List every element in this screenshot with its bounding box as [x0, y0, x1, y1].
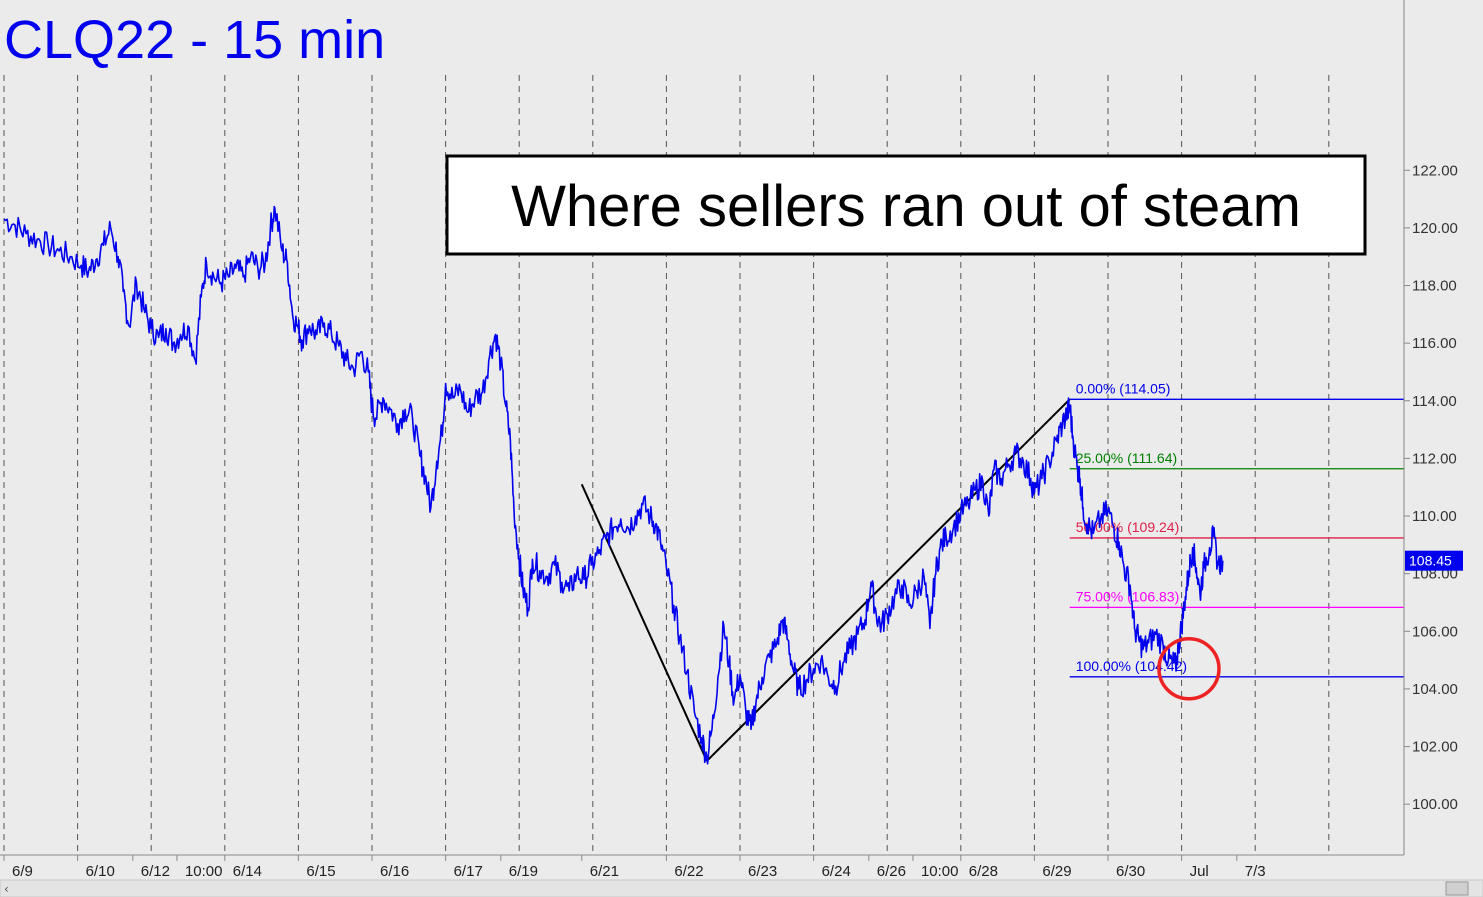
price-line: [3, 205, 1224, 765]
date-tick-label: 6/26: [877, 863, 906, 880]
price-tick-label: 116.00: [1412, 335, 1457, 352]
price-tick-label: 104.00: [1412, 681, 1458, 698]
price-tick-label: 122.00: [1412, 162, 1458, 179]
date-tick-label: 6/21: [590, 863, 619, 880]
price-tick-label: 114.00: [1412, 393, 1457, 410]
fib-level-label: 75.00% (106.83): [1076, 588, 1180, 604]
date-tick-label: 10:00: [921, 863, 959, 880]
annotation-box: [445, 154, 1367, 256]
price-tick-label: 118.00: [1412, 278, 1457, 295]
date-tick-label: 6/15: [306, 863, 335, 880]
fib-level-label: 50.00% (109.24): [1076, 519, 1180, 535]
swing-lines: [580, 398, 1071, 762]
date-tick-label: 6/22: [674, 863, 703, 880]
price-tick-label: 102.00: [1412, 739, 1458, 756]
highlight-group: [1157, 637, 1221, 701]
price-series: [3, 205, 1224, 765]
date-tick-label: 6/14: [233, 863, 262, 880]
last-price-label: 108.45: [1409, 553, 1452, 569]
fib-level-label: 0.00% (114.05): [1076, 380, 1171, 396]
date-tick-label: 6/16: [380, 863, 409, 880]
date-tick-label: 6/30: [1116, 863, 1145, 880]
annotation-text: Where sellers ran out of steam: [511, 174, 1301, 239]
last-price-badge: [1405, 550, 1463, 571]
fibonacci-levels: 0.00% (114.05) 25.00% (111.64) 50.00% (109…: [1069, 380, 1404, 678]
date-tick-label: 6/10: [86, 863, 115, 880]
date-tick-label: 6/12: [141, 863, 170, 880]
price-tick-label: 110.00: [1412, 508, 1457, 525]
scroll-left-icon[interactable]: ‹: [4, 882, 9, 896]
fib-level-label: 100.00% (104.42): [1076, 658, 1187, 674]
swing-trend-line: [706, 398, 1071, 762]
price-tick-label: 106.00: [1412, 623, 1458, 640]
date-tick-label: 7/3: [1245, 863, 1266, 880]
price-tick-label: 100.00: [1412, 796, 1458, 813]
chart-title: CLQ22 - 15 min: [4, 10, 385, 70]
price-axis: 100.00102.00104.00106.00108.00110.00112.…: [1404, 162, 1458, 813]
date-tick-label: 6/23: [748, 863, 777, 880]
fib-level-label: 25.00% (111.64): [1076, 450, 1177, 466]
date-tick-label: 6/28: [969, 863, 998, 880]
date-tick-label: 10:00: [185, 863, 223, 880]
highlight-circle: [1157, 637, 1221, 701]
price-tick-label: 112.00: [1412, 450, 1457, 467]
date-tick-label: 6/19: [509, 863, 538, 880]
date-tick-label: 6/9: [12, 863, 33, 880]
horizontal-scrollbar[interactable]: [0, 879, 1483, 897]
scrollbar-thumb[interactable]: [1445, 881, 1469, 896]
date-axis: 6/9 6/10 6/12 10:00 6/14 6/15 6/16 6/17 6/19 6/21…: [3, 855, 1266, 880]
session-gridlines: [3, 75, 1330, 855]
price-tick-label: 120.00: [1412, 220, 1458, 237]
date-tick-label: 6/17: [454, 863, 483, 880]
swing-trend-line: [580, 483, 708, 762]
date-tick-label: Jul: [1190, 863, 1209, 880]
date-tick-label: 6/29: [1042, 863, 1071, 880]
date-tick-label: 6/24: [822, 863, 851, 880]
